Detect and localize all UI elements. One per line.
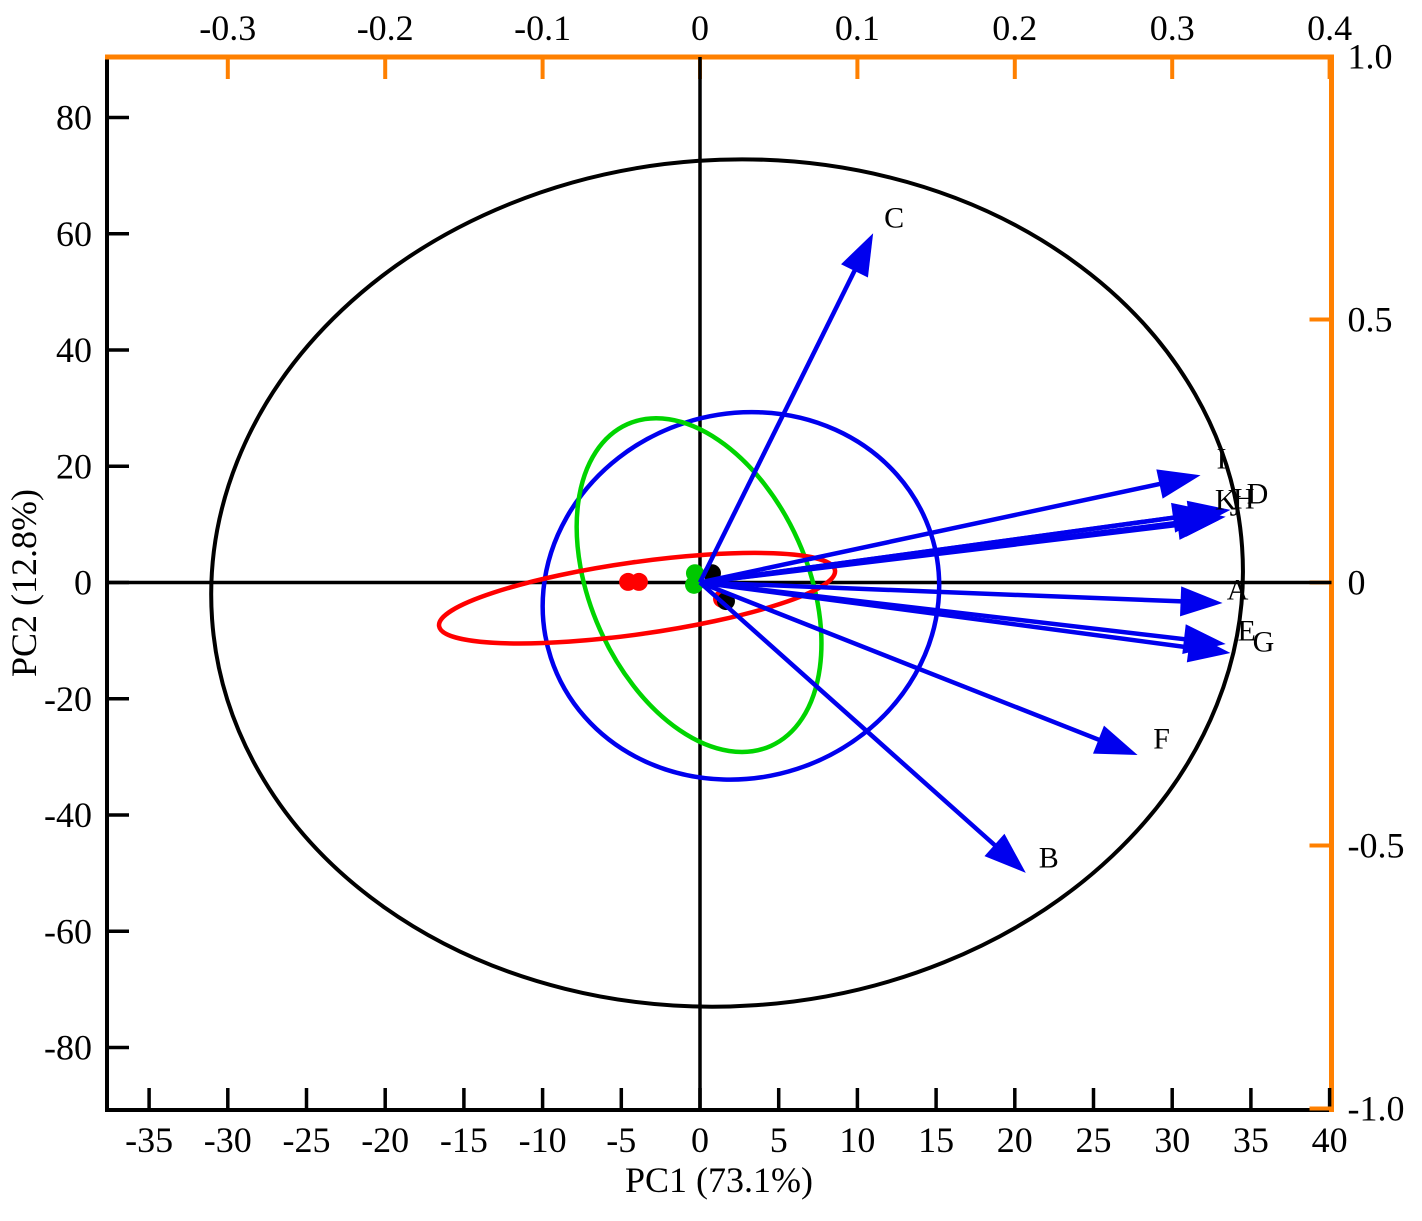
ellipse-group-blue <box>540 409 942 782</box>
vector-head-G <box>1186 632 1231 663</box>
top-tick-label: 0 <box>691 8 709 48</box>
vector-shaft-A <box>699 580 1205 605</box>
right-tick-label: -1.0 <box>1348 1089 1405 1129</box>
x-axis-title: PC1 (73.1%) <box>625 1160 813 1200</box>
vector-shaft-C <box>697 248 868 584</box>
sample-point-green <box>685 575 704 594</box>
vector-shaft-F <box>699 580 1122 751</box>
top-tick-label: 0.3 <box>1150 8 1195 48</box>
right-tick-label: 1.0 <box>1348 37 1393 77</box>
y-tick-label: -20 <box>44 679 92 719</box>
right-tick-label: 0 <box>1348 563 1366 603</box>
vector-label-G: G <box>1253 625 1275 658</box>
vector-label-H: H <box>1233 482 1255 515</box>
top-tick-label: -0.1 <box>514 8 571 48</box>
vector-label-I: I <box>1217 443 1227 476</box>
x-tick-label: 25 <box>1076 1120 1112 1160</box>
ellipse-group-green <box>574 416 824 755</box>
x-tick-label: -35 <box>125 1120 173 1160</box>
vector-label-A: A <box>1227 574 1249 607</box>
vector-head-B <box>984 833 1026 873</box>
vector-head-C <box>841 233 874 278</box>
y-tick-label: 80 <box>56 98 92 138</box>
sample-point-red <box>629 572 648 591</box>
x-tick-label: -30 <box>204 1120 252 1160</box>
y-tick-label: 0 <box>74 563 92 603</box>
vector-label-B: B <box>1039 841 1059 874</box>
vector-shaft-G <box>699 580 1213 653</box>
vector-label-J: J <box>1230 489 1242 522</box>
vector-label-C: C <box>884 202 904 235</box>
vector-shaft-B <box>698 580 1014 863</box>
vector-label-K: K <box>1215 484 1237 517</box>
x-tick-label: 0 <box>691 1120 709 1160</box>
x-tick-label: 10 <box>839 1120 875 1160</box>
x-tick-label: -25 <box>283 1120 331 1160</box>
x-tick-label: 20 <box>997 1120 1033 1160</box>
ellipse-group-red <box>436 550 838 646</box>
x-tick-label: -20 <box>361 1120 409 1160</box>
vector-head-A <box>1180 586 1223 617</box>
y-tick-label: 40 <box>56 330 92 370</box>
x-tick-label: 5 <box>770 1120 788 1160</box>
y-tick-label: -60 <box>44 911 92 951</box>
x-tick-label: 30 <box>1154 1120 1190 1160</box>
y-tick-label: -80 <box>44 1028 92 1068</box>
top-tick-label: 0.2 <box>992 8 1037 48</box>
x-tick-label: -10 <box>519 1120 567 1160</box>
vector-head-F <box>1092 725 1138 756</box>
vector-head-I <box>1156 469 1201 499</box>
x-tick-label: -5 <box>606 1120 636 1160</box>
plot-content: -35 -30 -25 -20 -15 -10 -5 0 5 10 15 20 25 30 35 40 -80 -… <box>44 8 1405 1160</box>
top-tick-label: -0.3 <box>199 8 256 48</box>
vector-shaft-K <box>699 512 1198 585</box>
y-tick-label: 60 <box>56 214 92 254</box>
x-tick-label: 15 <box>918 1120 954 1160</box>
vector-label-D: D <box>1247 477 1269 510</box>
right-tick-label: 0.5 <box>1348 300 1393 340</box>
y-tick-label: -40 <box>44 795 92 835</box>
y-axis-title: PC2 (12.8%) <box>4 489 44 677</box>
x-tick-label: 40 <box>1312 1120 1348 1160</box>
ellipse-overall <box>209 157 1245 1009</box>
vector-label-F: F <box>1153 723 1170 756</box>
top-tick-label: 0.4 <box>1307 8 1352 48</box>
x-tick-label: 35 <box>1233 1120 1269 1160</box>
y-tick-label: 20 <box>56 446 92 486</box>
right-tick-label: -0.5 <box>1348 826 1405 866</box>
vector-label-E: E <box>1238 615 1256 648</box>
vector-shaft-I <box>699 476 1184 585</box>
top-tick-label: -0.2 <box>357 8 414 48</box>
x-tick-label: -15 <box>440 1120 488 1160</box>
top-tick-label: 0.1 <box>835 8 880 48</box>
vector-head-K <box>1171 502 1215 533</box>
